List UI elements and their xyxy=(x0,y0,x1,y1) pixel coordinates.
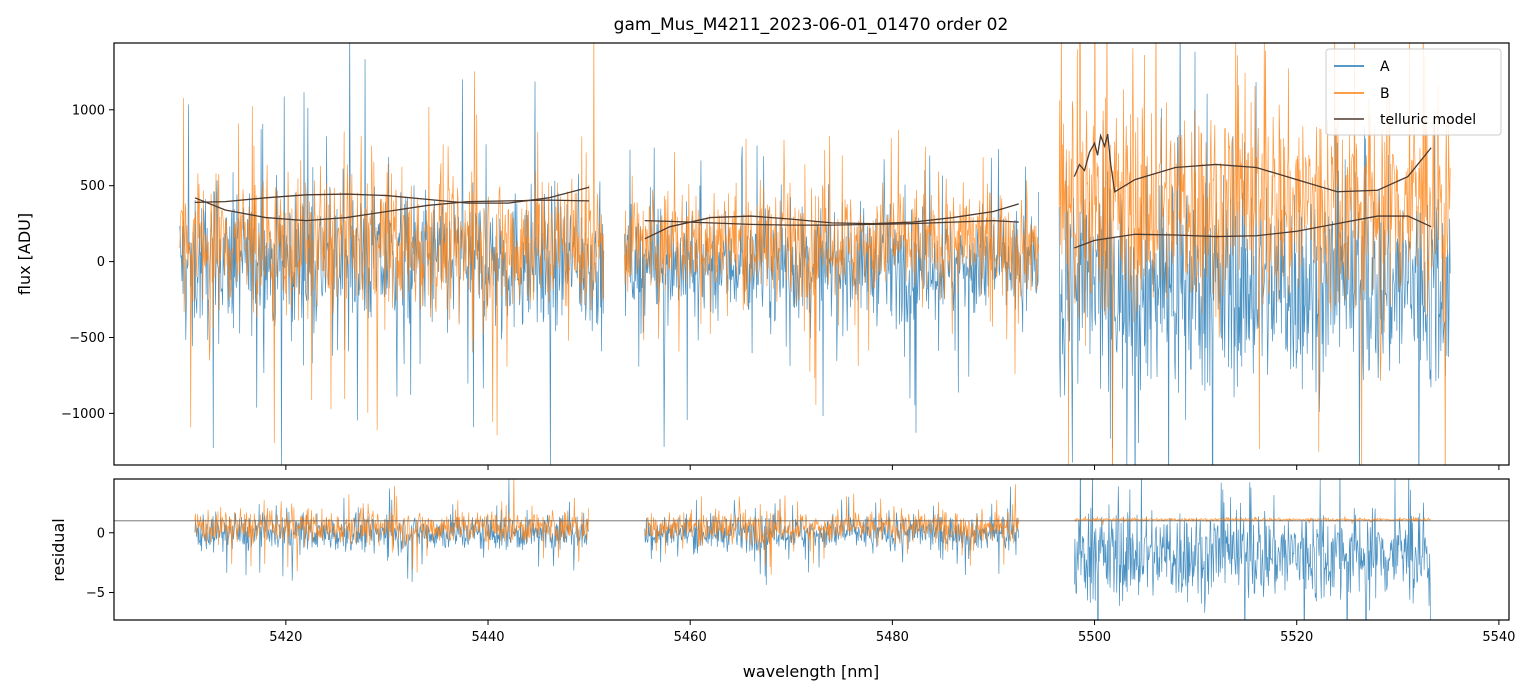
chart-title: gam_Mus_M4211_2023-06-01_01470 order 02 xyxy=(614,15,1009,35)
bottom-panel-axes: −5 0 5420 5440 5460 5480 5500 5520 5540 xyxy=(86,478,1515,645)
top-ytick-label: 0 xyxy=(97,255,105,270)
series-a-segment-2 xyxy=(1058,43,1451,465)
top-ytick-label: 500 xyxy=(80,179,105,194)
bottom-xtick-label: 5520 xyxy=(1280,630,1313,645)
telluric-model-curve-4 xyxy=(1074,215,1432,249)
bottom-panel-plot-area xyxy=(114,479,1509,620)
telluric-model-curve-1 xyxy=(194,186,590,204)
x-axis-label: wavelength [nm] xyxy=(743,662,880,681)
series-b-segment-1 xyxy=(624,129,1039,405)
bottom-xtick-label: 5440 xyxy=(471,630,504,645)
bottom-y-axis-label: residual xyxy=(49,518,68,581)
series-b-segment-2 xyxy=(1058,43,1451,465)
bottom-ytick-label: 0 xyxy=(97,526,105,541)
legend: A B telluric model xyxy=(1325,48,1502,136)
legend-label-telluric: telluric model xyxy=(1380,112,1476,128)
bottom-ytick-label: −5 xyxy=(86,586,105,601)
legend-box xyxy=(1325,48,1502,136)
telluric-model-curve-2 xyxy=(644,219,1019,226)
residual-b-segment-0 xyxy=(194,479,590,573)
top-ytick-label: −500 xyxy=(69,331,105,346)
top-panel-plot-area xyxy=(179,43,1451,465)
bottom-frame xyxy=(113,478,1510,621)
legend-label-a: A xyxy=(1380,59,1390,75)
bottom-xtick-label: 5480 xyxy=(876,630,909,645)
residual-b-segment-1 xyxy=(644,484,1020,575)
top-ytick-label: 1000 xyxy=(72,103,105,118)
residual-b-segment-2 xyxy=(1074,516,1431,525)
telluric-model-curve-5 xyxy=(1073,133,1432,193)
legend-label-b: B xyxy=(1380,86,1390,102)
series-b-segment-0 xyxy=(179,43,605,444)
top-y-axis-label: flux [ADU] xyxy=(15,213,34,295)
telluric-model-curve-3 xyxy=(644,203,1019,240)
telluric-model-curve-0 xyxy=(194,197,590,222)
bottom-xtick-label: 5500 xyxy=(1078,630,1111,645)
top-panel-axes: −1000 −500 0 500 1000 xyxy=(61,42,1510,470)
top-frame xyxy=(113,42,1510,466)
top-ytick-label: −1000 xyxy=(61,407,105,422)
residual-a-segment-2 xyxy=(1073,479,1431,620)
bottom-xtick-label: 5420 xyxy=(269,630,302,645)
bottom-xtick-label: 5540 xyxy=(1482,630,1515,645)
bottom-xtick-label: 5460 xyxy=(674,630,707,645)
residual-a-segment-0 xyxy=(194,479,589,582)
